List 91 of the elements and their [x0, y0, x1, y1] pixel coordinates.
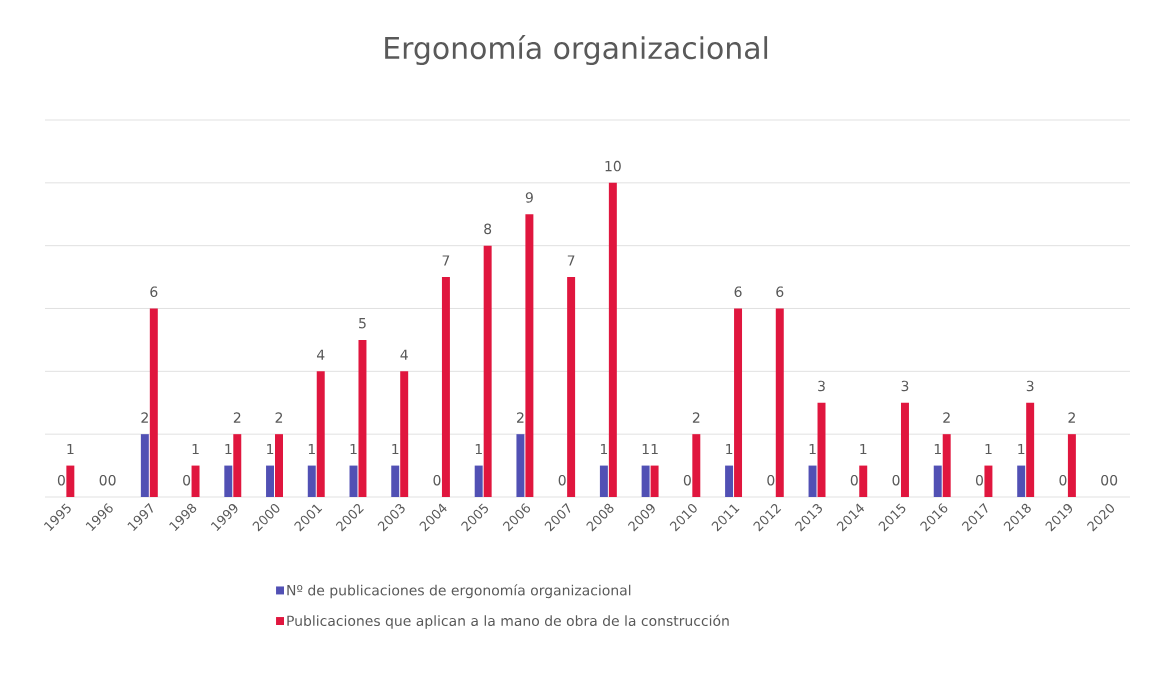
data-label: 8	[484, 223, 492, 235]
data-label: 0	[683, 474, 691, 486]
data-label: 0	[558, 474, 566, 486]
bar	[516, 434, 525, 497]
data-label: 1	[1018, 443, 1025, 455]
data-label: 1	[392, 443, 399, 455]
bar	[391, 465, 400, 497]
data-label: 0	[850, 474, 858, 486]
bar	[808, 465, 817, 497]
data-label: 2	[943, 412, 950, 423]
data-label: 1	[600, 443, 608, 455]
data-label: 4	[400, 349, 408, 360]
chart-title: Ergonomía organizacional	[385, 34, 768, 66]
legend-label: Publicaciones que aplican a la mano de obra de la construcción	[287, 614, 729, 629]
bar	[266, 465, 275, 497]
data-label: 7	[567, 255, 575, 266]
data-label: 0	[433, 474, 441, 486]
bar	[1026, 402, 1035, 497]
data-label: 1	[934, 443, 941, 455]
data-label: 1	[860, 443, 867, 455]
bar	[474, 465, 483, 497]
bar	[233, 434, 242, 497]
data-label: 3	[901, 380, 909, 392]
legend-label: Nº de publicaciones de ergonomía organizacional	[287, 584, 631, 599]
data-label: 9	[525, 192, 533, 203]
data-label: 7	[442, 255, 450, 266]
bar	[307, 465, 316, 497]
data-label: 1	[350, 443, 357, 455]
bar	[1067, 434, 1076, 497]
data-label: 1	[192, 443, 199, 455]
data-label: 5	[359, 318, 366, 329]
data-label: 0	[892, 474, 900, 486]
bar	[525, 214, 534, 497]
bar	[1017, 465, 1026, 497]
data-label: 10	[605, 160, 621, 172]
data-label: 1	[985, 443, 992, 455]
data-label: 2	[233, 412, 241, 423]
data-label: 0	[1059, 474, 1067, 486]
data-label: 6	[734, 286, 742, 298]
data-label: 0	[1101, 474, 1109, 486]
bar	[66, 465, 75, 497]
bar	[140, 434, 149, 497]
data-label: 3	[1026, 380, 1034, 392]
data-label: 2	[517, 412, 524, 423]
data-label: 0	[975, 474, 983, 486]
data-label: 0	[99, 474, 107, 486]
bar	[933, 465, 942, 497]
bar	[641, 465, 650, 497]
bar	[900, 402, 909, 497]
data-label: 0	[767, 474, 775, 486]
data-label: 2	[1068, 412, 1075, 423]
bar	[734, 308, 743, 497]
bar	[650, 465, 659, 497]
data-label: 1	[308, 443, 315, 455]
data-label: 1	[726, 443, 733, 455]
data-label: 1	[475, 443, 482, 455]
bar	[358, 339, 367, 497]
bar	[191, 465, 200, 497]
data-label: 1	[651, 443, 658, 455]
data-label: 1	[809, 443, 816, 455]
bar	[224, 465, 233, 497]
data-label: 3	[818, 380, 825, 392]
bar	[567, 277, 576, 497]
data-label: 2	[141, 412, 148, 423]
bar	[441, 277, 450, 497]
data-label: 0	[1110, 474, 1118, 486]
data-label: 0	[57, 474, 65, 486]
bar	[692, 434, 701, 497]
data-label: 4	[316, 349, 325, 360]
data-label: 2	[275, 412, 283, 423]
data-label: 0	[108, 474, 116, 486]
bar	[316, 371, 325, 497]
bar	[275, 434, 283, 497]
data-label: 0	[183, 474, 191, 486]
data-label: 2	[692, 412, 700, 423]
bar	[608, 182, 617, 497]
bar	[859, 465, 868, 497]
bar	[942, 434, 951, 497]
data-label: 1	[225, 443, 232, 455]
bar	[725, 465, 734, 497]
data-label: 6	[150, 286, 158, 298]
data-label: 1	[642, 443, 649, 455]
bar	[483, 245, 492, 497]
bar	[400, 371, 409, 497]
bar	[775, 308, 784, 497]
data-label: 6	[776, 286, 784, 298]
bar	[984, 465, 993, 497]
bar	[149, 308, 158, 497]
bar	[599, 465, 608, 497]
data-label: 1	[267, 443, 274, 455]
data-label: 1	[67, 443, 74, 455]
